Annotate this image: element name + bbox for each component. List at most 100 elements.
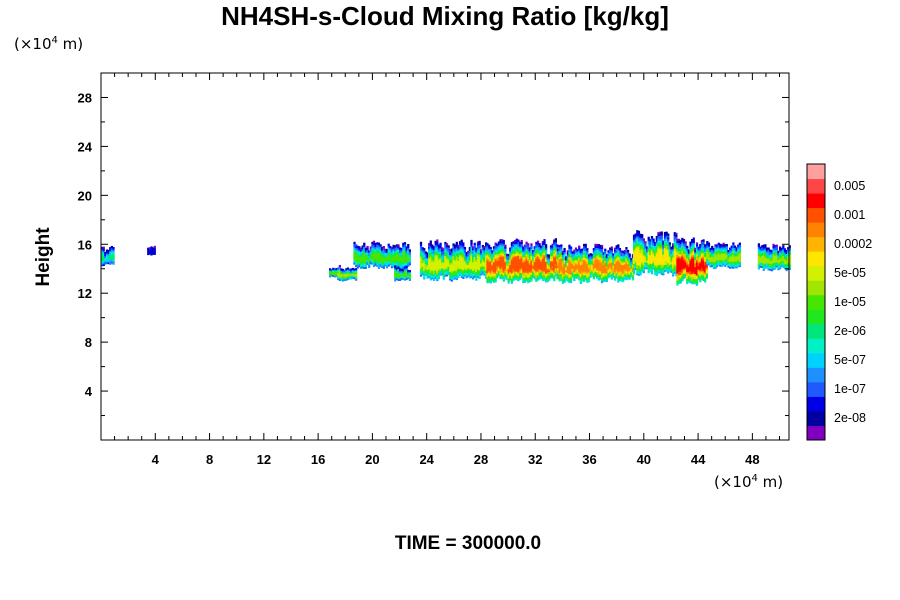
cloud-cell (568, 270, 571, 273)
cloud-cell (545, 251, 548, 254)
cloud-cell (630, 264, 633, 268)
cloud-cell (337, 277, 340, 281)
cloud-cell (488, 256, 491, 259)
cloud-cell (478, 276, 481, 280)
cloud-cell (112, 252, 115, 255)
cloud-cell (578, 254, 581, 257)
cloud-cell (473, 258, 476, 261)
cloud-cell (686, 271, 689, 274)
cloud-cell (591, 257, 594, 260)
cloud-cell (605, 271, 609, 274)
cloud-cell (359, 264, 363, 268)
cloud-cell (587, 264, 591, 267)
cloud-cell (424, 259, 428, 263)
cloud-cell (553, 263, 556, 266)
cloud-cell (359, 261, 363, 264)
cloud-cell (454, 246, 457, 249)
cloud-cell (478, 244, 481, 247)
cloud-cell (607, 260, 610, 263)
cloud-cell (599, 256, 602, 260)
cloud-cell (436, 266, 439, 270)
cloud-cell (704, 280, 707, 283)
cloud-cell (694, 276, 697, 280)
cloud-cell (591, 271, 594, 274)
cloud-cell (421, 267, 424, 271)
cloud-cell (694, 280, 697, 283)
cloud-cell (563, 253, 566, 256)
cloud-cell (429, 274, 432, 278)
cloud-cell (102, 249, 105, 253)
cloud-cell (676, 278, 679, 281)
cloud-cell (371, 245, 374, 248)
cloud-cell (689, 246, 692, 250)
cloud-cell (682, 269, 686, 273)
cloud-cell (423, 263, 426, 266)
cloud-cell (641, 237, 644, 240)
cloud-cell (586, 254, 589, 258)
cloud-cell (774, 263, 777, 267)
cloud-cell (612, 273, 615, 277)
cloud-cell (515, 240, 518, 243)
cloud-cell (102, 260, 105, 263)
cloud-cell (501, 242, 504, 245)
cloud-cell (455, 276, 458, 279)
cloud-cell (424, 266, 428, 270)
cloud-cell (730, 262, 733, 266)
cloud-cell (645, 248, 649, 251)
cloud-cell (514, 272, 517, 275)
cloud-cell (400, 277, 403, 280)
cloud-cell (764, 244, 767, 247)
cloud-cell (346, 267, 350, 270)
cloud-cell (632, 241, 636, 244)
cloud-cell (152, 249, 155, 252)
cloud-cell (355, 244, 358, 247)
cloud-cell (657, 261, 660, 264)
cloud-cell (536, 249, 540, 252)
cloud-cell (369, 249, 372, 253)
cloud-cell (695, 257, 699, 261)
cloud-cell (626, 272, 630, 275)
cloud-cell (112, 248, 115, 252)
cloud-cell (525, 257, 528, 260)
cloud-cell (501, 276, 504, 280)
cloud-cell (583, 266, 586, 269)
cloud-cell (431, 275, 434, 278)
cloud-cell (565, 264, 568, 268)
cloud-cell (486, 275, 489, 279)
cloud-cell (514, 270, 517, 274)
cloud-cell (527, 268, 530, 272)
cloud-cell (571, 251, 574, 254)
cloud-cell (657, 268, 660, 271)
cloud-cell (775, 256, 778, 259)
cloud-cell (421, 247, 424, 250)
cloud-cell (525, 274, 528, 277)
cloud-cell (535, 279, 538, 282)
cloud-cell (541, 252, 544, 256)
cloud-cell (444, 241, 447, 245)
cloud-cell (353, 245, 356, 248)
cloud-cell (426, 267, 429, 271)
cloud-cell (536, 252, 540, 255)
cloud-cell (679, 257, 682, 260)
cloud-cell (637, 268, 641, 271)
cloud-cell (395, 274, 398, 277)
cloud-cell (589, 266, 592, 270)
cloud-cell (540, 264, 543, 267)
cloud-cell (502, 267, 505, 270)
cloud-cell (677, 242, 681, 245)
cloud-cell (637, 273, 641, 276)
cloud-cell (541, 241, 544, 244)
cloud-cell (538, 277, 541, 280)
cloud-cell (626, 267, 630, 270)
cloud-cell (363, 251, 366, 254)
cloud-cell (632, 239, 636, 243)
cloud-cell (101, 257, 104, 260)
cloud-cell (615, 264, 618, 267)
cloud-cell (390, 247, 394, 250)
cloud-cell (335, 269, 338, 273)
cloud-cell (612, 263, 615, 266)
cloud-cell (450, 277, 454, 280)
cloud-cell (512, 241, 515, 244)
cloud-cell (649, 247, 652, 251)
cloud-cell (551, 250, 554, 253)
